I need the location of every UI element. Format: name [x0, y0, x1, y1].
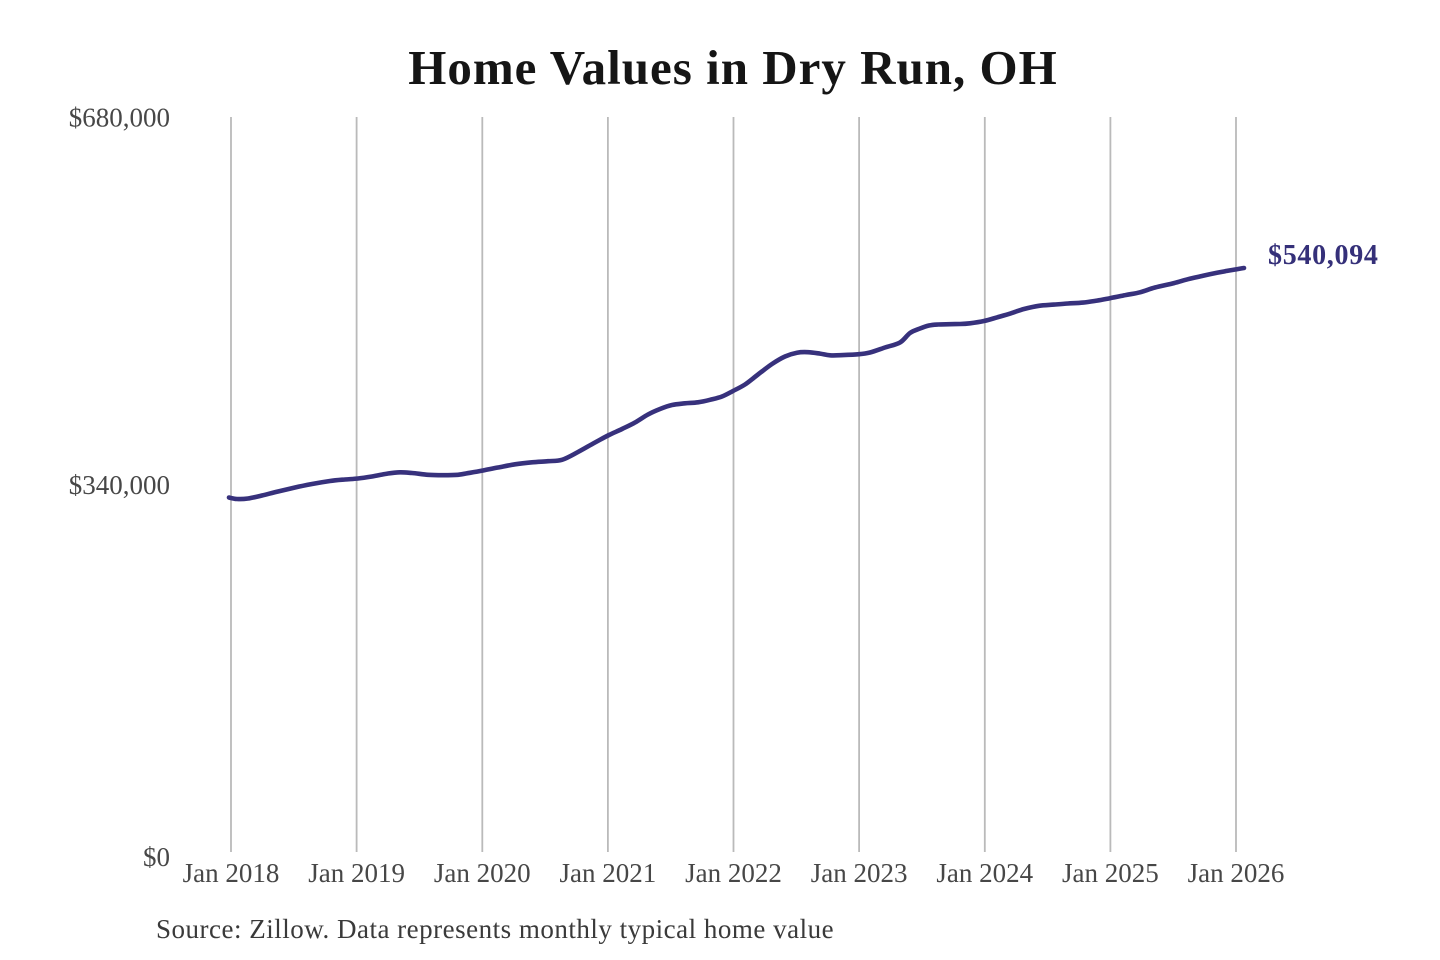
svg-text:Source: Zillow. Data represent: Source: Zillow. Data represents monthly …: [156, 914, 834, 944]
svg-text:Jan 2021: Jan 2021: [560, 858, 657, 888]
svg-text:$0: $0: [143, 842, 170, 872]
svg-text:Home Values in Dry Run, OH: Home Values in Dry Run, OH: [408, 40, 1057, 95]
svg-text:$540,094: $540,094: [1268, 240, 1379, 271]
svg-text:$680,000: $680,000: [69, 103, 170, 133]
svg-text:Jan 2026: Jan 2026: [1188, 858, 1285, 888]
svg-text:Jan 2023: Jan 2023: [811, 858, 908, 888]
svg-text:Jan 2022: Jan 2022: [685, 858, 782, 888]
svg-text:Jan 2018: Jan 2018: [183, 858, 280, 888]
svg-text:$340,000: $340,000: [69, 470, 170, 500]
svg-text:Jan 2019: Jan 2019: [308, 858, 405, 888]
svg-text:Jan 2025: Jan 2025: [1062, 858, 1159, 888]
svg-text:Jan 2024: Jan 2024: [936, 858, 1033, 888]
svg-text:Jan 2020: Jan 2020: [434, 858, 531, 888]
